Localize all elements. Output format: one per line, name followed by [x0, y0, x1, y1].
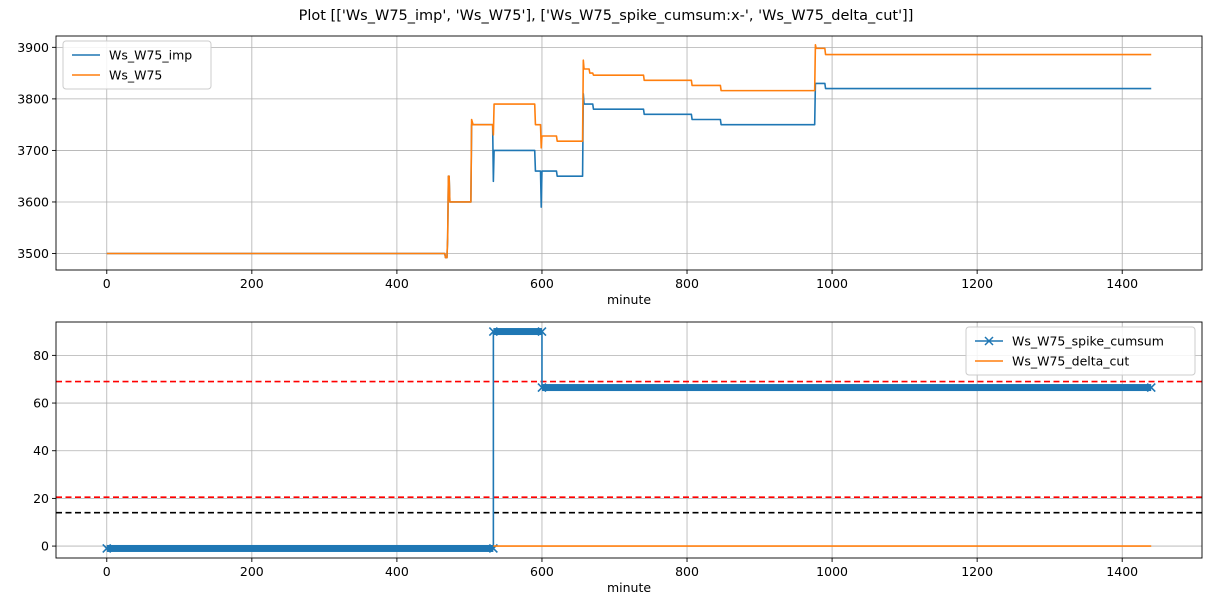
x-tick-label: 0	[103, 276, 111, 291]
bottom-subplot: 0 200 400 600 800 1000 1200 1400 0 20 40 60 80 minute…	[33, 321, 1203, 595]
x-marker	[488, 326, 498, 337]
x-tick-label: 1200	[961, 276, 993, 291]
legend-marker	[984, 336, 994, 346]
legend-frame	[965, 326, 1196, 376]
plot-area	[106, 43, 1152, 259]
y-tick-label: 3600	[17, 194, 49, 209]
x-tick-label: 0	[103, 564, 111, 579]
legend-label: Ws_W75_delta_cut	[1012, 354, 1129, 369]
y-tick-label: 0	[41, 539, 49, 554]
x-axis-label: minute	[607, 580, 651, 595]
y-tick-label: 3500	[17, 246, 49, 261]
x-tick-label: 600	[530, 564, 554, 579]
plot-area	[56, 326, 1202, 554]
x-marker	[102, 543, 112, 554]
x-tick-label: 200	[240, 564, 264, 579]
legend-label: Ws_W75_spike_cumsum	[1012, 334, 1164, 349]
marker-band	[541, 384, 1152, 392]
x-axis-label: minute	[607, 292, 651, 307]
x-tick-label: 1200	[961, 564, 993, 579]
x-tick-label: 1400	[1106, 276, 1138, 291]
marker-band	[493, 328, 542, 336]
x-tick-label: 1000	[816, 276, 848, 291]
y-tick-label: 80	[33, 348, 49, 363]
x-tick-label: 800	[675, 276, 699, 291]
x-tick-label: 800	[675, 564, 699, 579]
y-tick-label: 40	[33, 443, 49, 458]
y-tick-label: 3700	[17, 143, 49, 158]
x-tick-label: 400	[385, 276, 409, 291]
legend-label: Ws_W75_imp	[109, 48, 192, 63]
x-marker	[537, 382, 547, 393]
y-tick-label: 3900	[17, 40, 49, 55]
legend-label: Ws_W75	[109, 68, 162, 83]
marker-band	[106, 544, 494, 552]
y-tick-label: 3800	[17, 91, 49, 106]
x-tick-label: 1400	[1106, 564, 1138, 579]
ws-w75-line	[106, 43, 1152, 259]
x-marker	[537, 326, 547, 337]
x-tick-label: 1000	[816, 564, 848, 579]
figure-title: Plot [['Ws_W75_imp', 'Ws_W75'], ['Ws_W75…	[299, 8, 914, 24]
y-tick-label: 60	[33, 396, 49, 411]
legend: Ws_W75_imp Ws_W75	[62, 40, 212, 90]
y-tick-label: 20	[33, 491, 49, 506]
x-tick-label: 400	[385, 564, 409, 579]
axes-frame	[55, 321, 1203, 559]
ws-w75-imp-line	[106, 82, 1152, 259]
legend-frame	[62, 40, 212, 90]
x-marker	[1146, 382, 1156, 393]
x-tick-label: 200	[240, 276, 264, 291]
axes-frame	[55, 35, 1203, 271]
legend: Ws_W75_spike_cumsum Ws_W75_delta_cut	[965, 326, 1196, 376]
x-tick-label: 600	[530, 276, 554, 291]
top-subplot: 0 200 400 600 800 1000 1200 1400 3500 3600 3700 380…	[17, 35, 1203, 307]
